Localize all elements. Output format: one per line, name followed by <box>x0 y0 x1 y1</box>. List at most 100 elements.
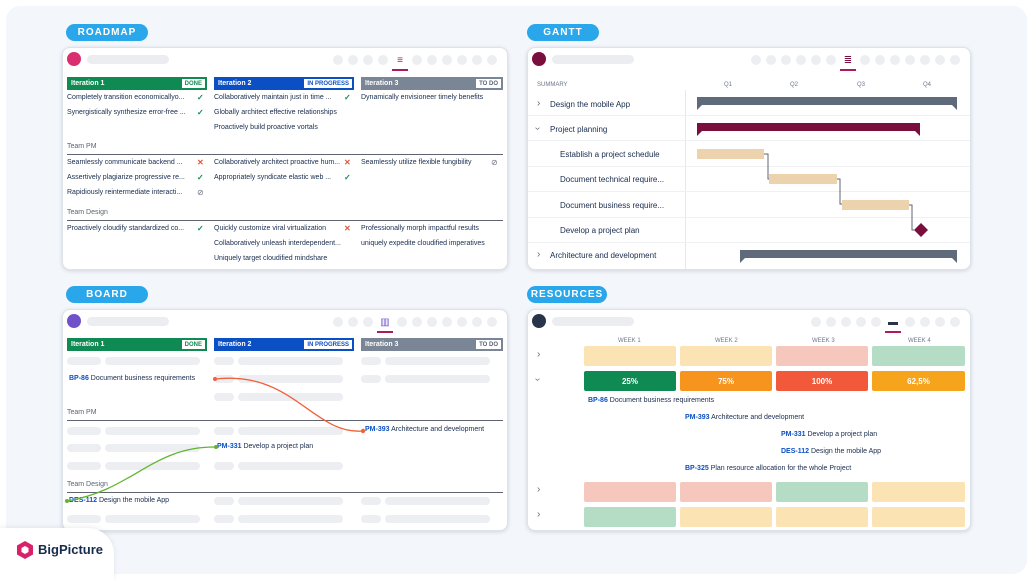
roadmap-item[interactable]: Professionally morph impactful results <box>361 225 479 232</box>
view-dot[interactable] <box>412 317 422 327</box>
view-dot[interactable] <box>950 317 960 327</box>
view-dot[interactable] <box>442 317 452 327</box>
view-dot[interactable] <box>363 317 373 327</box>
board-card[interactable]: BP-86 Document business requirements <box>69 375 195 382</box>
resource-task[interactable]: BP-86 Document business requirements <box>588 397 714 404</box>
view-dot[interactable] <box>487 317 497 327</box>
utilization-cell[interactable]: 75% <box>680 371 772 391</box>
iteration-3-header[interactable]: Iteration 3 TO DO <box>361 77 503 90</box>
view-dot[interactable] <box>905 317 915 327</box>
capacity-cell[interactable] <box>776 346 868 366</box>
issue-key[interactable]: PM-331 <box>781 431 806 438</box>
view-dot[interactable] <box>766 55 776 65</box>
utilization-cell[interactable]: 62,5% <box>872 371 965 391</box>
view-dot[interactable] <box>950 55 960 65</box>
roadmap-view-icon[interactable]: ≡ <box>392 54 408 71</box>
roadmap-item[interactable]: Quickly customize viral virtualization <box>214 225 327 232</box>
view-dot[interactable] <box>457 317 467 327</box>
avatar[interactable] <box>532 314 546 328</box>
chevron-right-icon[interactable]: › <box>537 349 541 360</box>
roadmap-item[interactable]: Seamlessly communicate backend ... <box>67 159 183 166</box>
avatar[interactable] <box>532 52 546 66</box>
issue-key[interactable]: PM-393 <box>685 414 710 421</box>
view-dot[interactable] <box>751 55 761 65</box>
resources-view-icon[interactable]: ▬ <box>885 316 901 333</box>
view-dot[interactable] <box>472 317 482 327</box>
capacity-cell[interactable] <box>680 482 772 502</box>
issue-key[interactable]: BP-86 <box>69 375 89 382</box>
board-view-icon[interactable]: ▥ <box>377 316 393 333</box>
issue-key[interactable]: PM-331 <box>217 443 242 450</box>
issue-key[interactable]: BP-86 <box>588 397 608 404</box>
avatar[interactable] <box>67 314 81 328</box>
view-dot[interactable] <box>348 55 358 65</box>
view-dot[interactable] <box>333 317 343 327</box>
chevron-right-icon[interactable]: › <box>537 484 541 495</box>
view-dot[interactable] <box>890 55 900 65</box>
gantt-view-icon[interactable]: ≣ <box>840 54 856 71</box>
resource-task[interactable]: PM-393 Architecture and development <box>685 414 804 421</box>
roadmap-item[interactable]: Assertively plagiarize progressive re... <box>67 174 185 181</box>
chevron-right-icon[interactable]: › <box>537 509 541 520</box>
utilization-cell[interactable]: 100% <box>776 371 868 391</box>
view-dot[interactable] <box>487 55 497 65</box>
view-dot[interactable] <box>811 317 821 327</box>
view-dot[interactable] <box>905 55 915 65</box>
view-dot[interactable] <box>826 317 836 327</box>
capacity-cell[interactable] <box>680 346 772 366</box>
issue-key[interactable]: PM-393 <box>365 426 390 433</box>
roadmap-item[interactable]: Globally architect effective relationshi… <box>214 109 337 116</box>
view-dot[interactable] <box>860 55 870 65</box>
capacity-cell[interactable] <box>680 507 772 527</box>
view-dot[interactable] <box>935 55 945 65</box>
roadmap-item[interactable]: Proactively build proactive vortals <box>214 124 318 131</box>
roadmap-item[interactable]: Appropriately syndicate elastic web ... <box>214 174 332 181</box>
board-card[interactable]: PM-331 Develop a project plan <box>217 443 313 450</box>
view-dot[interactable] <box>378 55 388 65</box>
capacity-cell[interactable] <box>872 482 965 502</box>
view-dot[interactable] <box>442 55 452 65</box>
utilization-cell[interactable]: 25% <box>584 371 676 391</box>
capacity-cell[interactable] <box>584 507 676 527</box>
view-dot[interactable] <box>871 317 881 327</box>
gantt-row-label[interactable]: Document business require... <box>560 201 665 210</box>
chevron-right-icon[interactable]: › <box>537 249 541 260</box>
roadmap-item[interactable]: Collaboratively architect proactive hum.… <box>214 159 341 166</box>
capacity-cell[interactable] <box>584 346 676 366</box>
roadmap-item[interactable]: uniquely expedite cloudified imperatives <box>361 240 485 247</box>
roadmap-item[interactable]: Rapidiously reintermediate interacti... <box>67 189 183 196</box>
parent-task-bar[interactable] <box>697 123 920 136</box>
view-dot[interactable] <box>348 317 358 327</box>
task-bar[interactable] <box>697 149 764 159</box>
roadmap-item[interactable]: Dynamically envisioneer timely benefits <box>361 94 484 101</box>
gantt-row-label[interactable]: Design the mobile App <box>550 100 631 109</box>
view-dot[interactable] <box>363 55 373 65</box>
resource-task[interactable]: DES-112 Design the mobile App <box>781 448 881 455</box>
roadmap-item[interactable]: Proactively cloudify standardized co... <box>67 225 185 232</box>
view-dot[interactable] <box>333 55 343 65</box>
view-dot[interactable] <box>427 317 437 327</box>
iteration-1-header[interactable]: Iteration 1 DONE <box>67 77 207 90</box>
avatar[interactable] <box>67 52 81 66</box>
capacity-cell[interactable] <box>872 507 965 527</box>
board-card[interactable]: PM-393 Architecture and development <box>365 426 484 433</box>
task-bar[interactable] <box>842 200 909 210</box>
view-dot[interactable] <box>427 55 437 65</box>
chevron-down-icon[interactable]: › <box>532 377 544 382</box>
capacity-cell[interactable] <box>776 507 868 527</box>
capacity-cell[interactable] <box>872 346 965 366</box>
chevron-right-icon[interactable]: › <box>537 98 541 109</box>
gantt-row-label[interactable]: Project planning <box>550 125 608 134</box>
capacity-cell[interactable] <box>776 482 868 502</box>
milestone-diamond[interactable] <box>914 223 928 237</box>
capacity-cell[interactable] <box>584 482 676 502</box>
issue-key[interactable]: BP-325 <box>685 465 709 472</box>
roadmap-item[interactable]: Seamlessly utilize flexible fungibility <box>361 159 472 166</box>
roadmap-item[interactable]: Collaboratively maintain just in time ..… <box>214 94 332 101</box>
iteration-1-header[interactable]: Iteration 1 DONE <box>67 338 207 351</box>
view-dot[interactable] <box>935 317 945 327</box>
view-dot[interactable] <box>781 55 791 65</box>
summary-bar[interactable] <box>740 250 957 263</box>
roadmap-item[interactable]: Collaboratively unleash interdependent..… <box>214 240 341 247</box>
view-dot[interactable] <box>796 55 806 65</box>
